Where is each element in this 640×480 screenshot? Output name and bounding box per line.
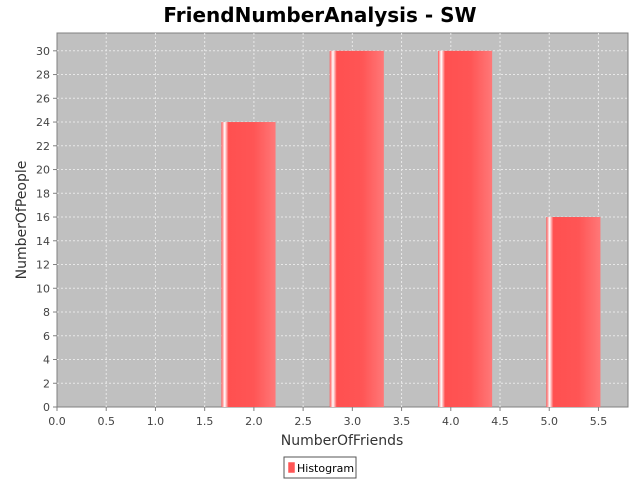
- x-axis-ticks: 0.0 0.5 1.0 1.5 2.0 2.5 3.0 3.5 4.0 4.5 5.0 5.5: [48, 407, 607, 428]
- y-tick-label: 24: [36, 116, 50, 129]
- legend-box: [283, 456, 357, 479]
- x-tick-label: 0.0: [48, 415, 66, 428]
- x-tick-label: 0.5: [97, 415, 115, 428]
- y-tick-label: 12: [36, 259, 50, 272]
- bar: [546, 217, 601, 407]
- bars-group: [221, 50, 601, 408]
- x-tick-label: 2.5: [294, 415, 312, 428]
- legend-label: Histogram: [297, 462, 354, 475]
- bar: [329, 50, 384, 408]
- bar: [437, 50, 493, 408]
- x-tick-label: 5.0: [540, 415, 558, 428]
- y-tick-label: 8: [43, 306, 50, 319]
- y-tick-label: 18: [36, 187, 50, 200]
- bar: [221, 122, 276, 408]
- y-tick-label: 4: [43, 354, 50, 367]
- y-tick-label: 28: [36, 69, 50, 82]
- x-tick-label: 4.0: [442, 415, 460, 428]
- y-tick-label: 6: [43, 330, 50, 343]
- y-tick-label: 16: [36, 211, 50, 224]
- y-tick-label: 2: [43, 377, 50, 390]
- x-tick-label: 3.0: [344, 415, 362, 428]
- x-tick-label: 4.5: [491, 415, 509, 428]
- y-axis-label: NumberOfPeople: [14, 161, 30, 280]
- y-tick-label: 10: [36, 282, 50, 295]
- legend: Histogram: [283, 456, 357, 479]
- y-tick-label: 22: [36, 140, 50, 153]
- x-tick-label: 1.5: [196, 415, 214, 428]
- chart-title: FriendNumberAnalysis - SW: [163, 3, 476, 27]
- x-tick-label: 2.0: [245, 415, 263, 428]
- y-tick-label: 0: [43, 401, 50, 414]
- y-tick-label: 20: [36, 164, 50, 177]
- legend-swatch: [287, 461, 296, 474]
- x-tick-label: 1.0: [147, 415, 165, 428]
- x-tick-label: 3.5: [393, 415, 411, 428]
- y-tick-label: 14: [36, 235, 50, 248]
- x-tick-label: 5.5: [590, 415, 608, 428]
- y-tick-label: 26: [36, 92, 50, 105]
- y-tick-label: 30: [36, 45, 50, 58]
- x-axis-label: NumberOfFriends: [281, 433, 404, 449]
